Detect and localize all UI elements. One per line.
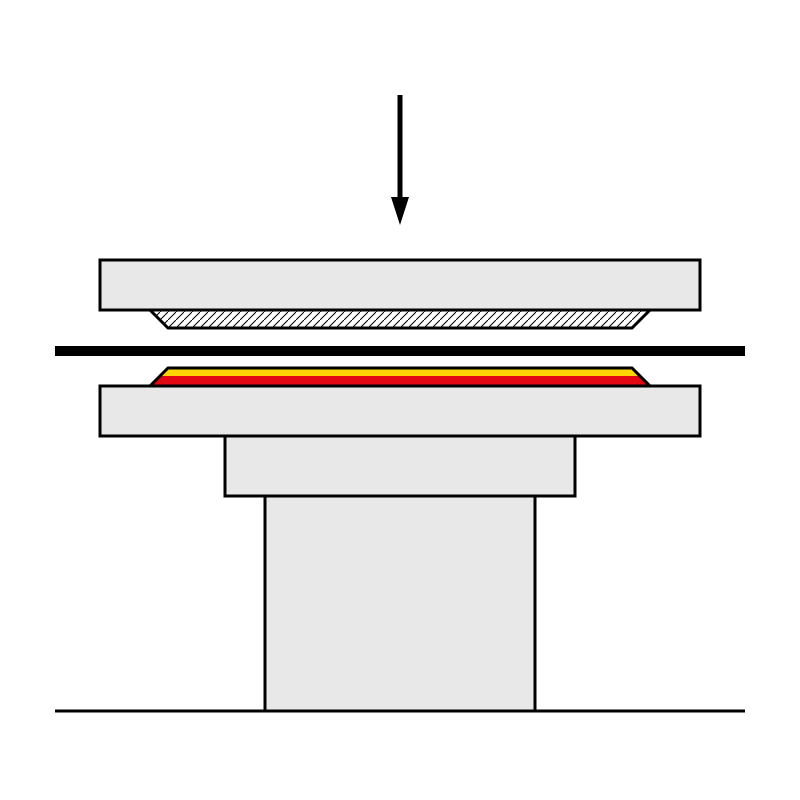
lower-plate <box>100 386 700 436</box>
support-collar <box>225 436 575 496</box>
support-pedestal <box>265 496 535 711</box>
upper-plate <box>100 260 700 310</box>
workpiece-sheet <box>55 346 745 356</box>
press-diagram <box>0 0 800 800</box>
upper-plate-face <box>150 310 650 328</box>
force-arrow <box>391 95 409 225</box>
